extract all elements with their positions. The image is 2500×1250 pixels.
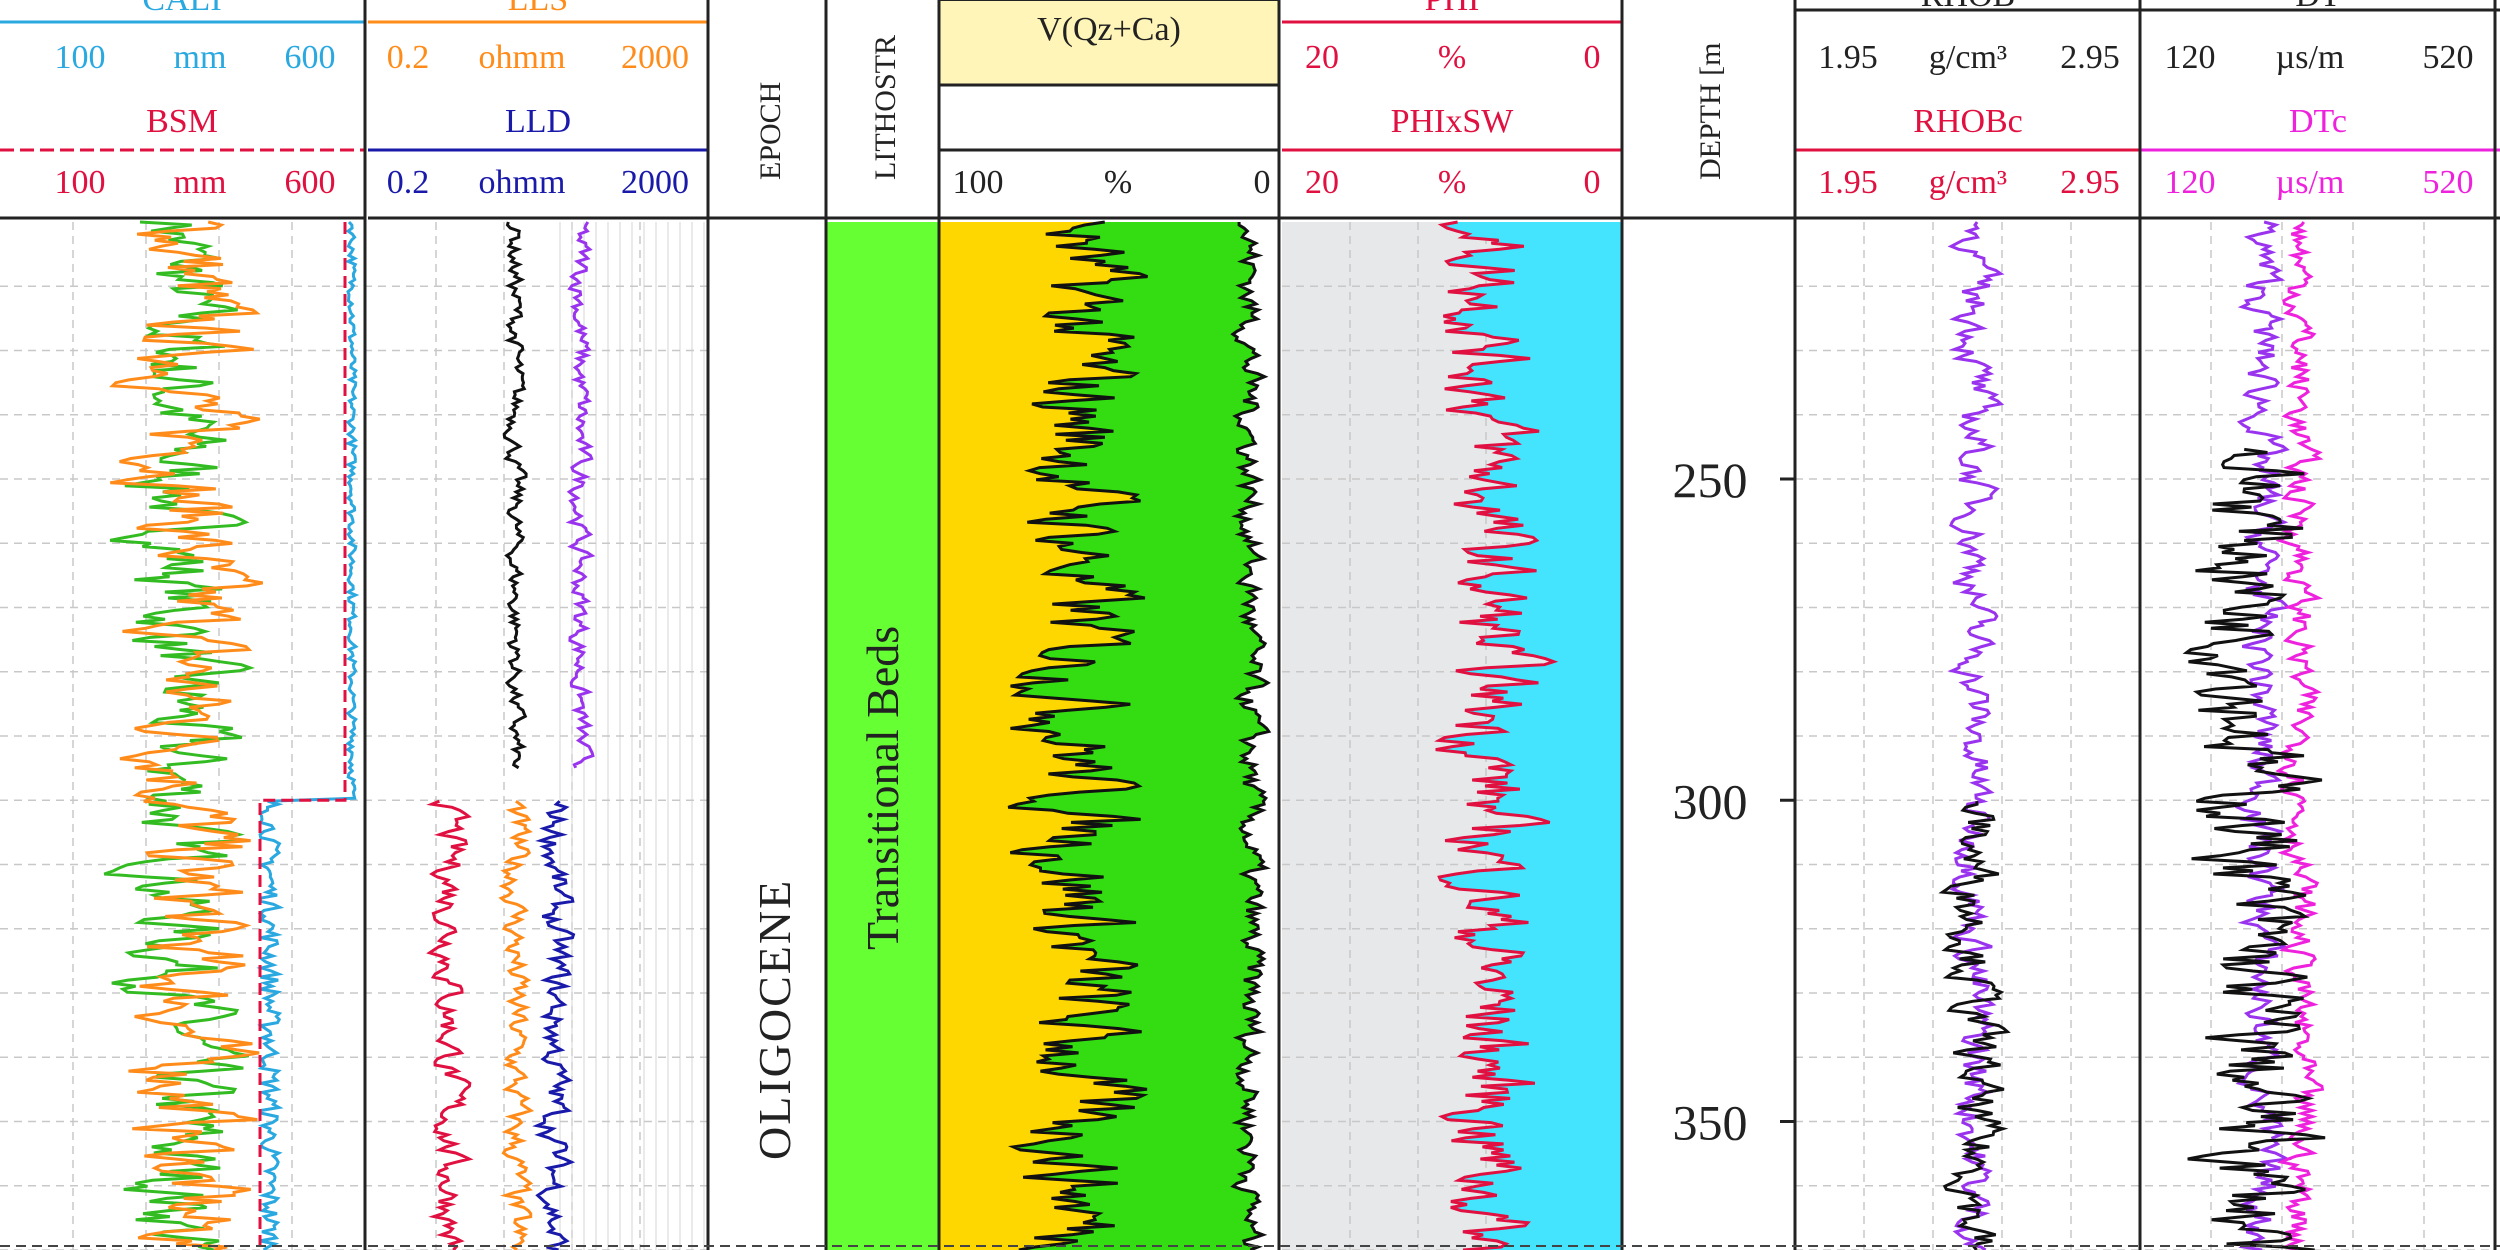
dtc-min: 120 (2165, 164, 2216, 201)
depth-tick-label: 300 (1673, 773, 1748, 829)
phixsw-title: PHIxSW (1391, 103, 1515, 140)
lls-min: 0.2 (387, 39, 430, 76)
dt-max: 520 (2423, 39, 2474, 76)
volumes-header: V(Qz+Ca) 100 % 0 (953, 11, 1271, 201)
rhob-max: 2.95 (2060, 39, 2120, 76)
phixsw-min: 20 (1305, 164, 1339, 201)
resistivity-header: LLS 0.2 ohmm 2000 LLD 0.2 ohmm 2000 (387, 0, 689, 201)
vol-unit: % (1104, 164, 1132, 201)
epoch-header: EPOCH (754, 82, 787, 180)
rhob-title: RHOB (1921, 0, 2015, 14)
rhob-unit: g/cm³ (1929, 39, 2007, 76)
cali-max: 600 (285, 39, 336, 76)
header-lines (0, 8, 2500, 220)
cali-curve (256, 220, 360, 1250)
phi-curve (1434, 220, 1559, 1250)
dt-min: 120 (2165, 39, 2216, 76)
phi-title: PHI (1425, 0, 1480, 18)
dtc-max: 520 (2423, 164, 2474, 201)
bsm-unit: mm (174, 164, 227, 201)
dtc-title: DTc (2289, 103, 2347, 140)
caliper-header: CALI 100 mm 600 BSM 100 mm 600 (55, 0, 336, 201)
cali-unit: mm (174, 39, 227, 76)
litho-unit-label: Transitional Beds (857, 626, 908, 950)
resistivity-lower-red (426, 799, 474, 1250)
clay-boundary-curve (1230, 222, 1272, 1250)
rhob-min: 1.95 (1818, 39, 1878, 76)
dt-unit: µs/m (2276, 39, 2345, 76)
depth-tick-label: 350 (1673, 1095, 1748, 1151)
vol-min: 100 (953, 164, 1004, 201)
curve-lines (103, 220, 2326, 1250)
bsm-title: BSM (146, 103, 218, 140)
phixsw-max: 0 (1584, 164, 1601, 201)
rhobc-unit: g/cm³ (1929, 164, 2007, 201)
vqzca-title: V(Qz+Ca) (1037, 11, 1181, 48)
phixsw-unit: % (1438, 164, 1466, 201)
dtc-curve (2275, 221, 2325, 1250)
qzca-boundary-curve (1007, 220, 1149, 1250)
dtc-unit: µs/m (2276, 164, 2345, 201)
depth-axis-label: DEPTH [m (1694, 43, 1727, 181)
sonic-header: DT 120 µs/m 520 DTc 120 µs/m 520 (2165, 0, 2474, 201)
orange-curve (109, 220, 263, 1250)
cali-title: CALI (142, 0, 221, 18)
track-borders (363, 0, 2497, 1250)
bsm-min: 100 (55, 164, 106, 201)
rhobc-title: RHOBc (1913, 103, 2023, 140)
lithostr-header: LITHOSTR (869, 35, 902, 180)
rhobc-min: 1.95 (1818, 164, 1878, 201)
resistivity-lower-orange (498, 799, 535, 1250)
bsm-max: 600 (285, 164, 336, 201)
lls-max: 2000 (621, 39, 689, 76)
phi-min: 20 (1305, 39, 1339, 76)
phi-unit: % (1438, 39, 1466, 76)
lld-min: 0.2 (387, 164, 430, 201)
phi-max: 0 (1584, 39, 1601, 76)
lls-title: LLS (508, 0, 568, 18)
lld-max: 2000 (621, 164, 689, 201)
gr-curve (103, 220, 255, 1250)
depth-ticks: 250 300 350 (1673, 452, 1795, 1151)
rhob-curve (1938, 801, 2011, 1250)
resistivity-upper-purple (565, 221, 596, 769)
clay-volume-fill (1008, 222, 1269, 1250)
cali-min: 100 (55, 39, 106, 76)
epoch-label: OLIGOCENE (749, 879, 800, 1160)
litho-unit-fill (826, 222, 939, 1250)
rhobc-max: 2.95 (2060, 164, 2120, 201)
resistivity-upper-black (502, 221, 528, 770)
depth-tick-label: 250 (1673, 452, 1748, 508)
lls-unit: ohmm (479, 39, 566, 76)
dt-title: DT (2295, 0, 2341, 14)
dt-curve (2182, 447, 2326, 1250)
lld-unit: ohmm (479, 164, 566, 201)
lld-title: LLD (505, 103, 571, 140)
vol-max: 0 (1254, 164, 1271, 201)
bsm-curve (258, 222, 347, 1250)
porosity-header: PHI 20 % 0 PHIxSW 20 % 0 (1305, 0, 1601, 201)
resistivity-lower-blue (532, 800, 576, 1250)
density-header: RHOB 1.95 g/cm³ 2.95 RHOBc 1.95 g/cm³ 2.… (1818, 0, 2120, 201)
